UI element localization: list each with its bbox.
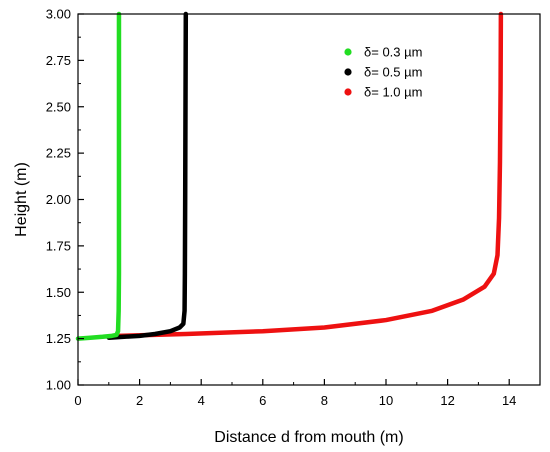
y-tick-label: 2.00: [46, 192, 71, 207]
y-tick-label: 1.75: [46, 238, 71, 253]
x-tick-label: 14: [502, 393, 516, 408]
legend-label-1: δ= 0.5 µm: [364, 65, 422, 80]
x-tick-label: 2: [136, 393, 143, 408]
y-axis: 1.00 1.25 1.50 1.75 2.00 2.25 2.50 2.75 3.00: [46, 7, 84, 393]
series-line-2: [115, 11, 504, 339]
y-axis-label: Height (m): [13, 162, 30, 237]
x-tick-label: 10: [379, 393, 393, 408]
y-tick-label: 2.25: [46, 146, 71, 161]
series-layer: [75, 11, 504, 341]
x-tick-label: 12: [440, 393, 454, 408]
x-tick-label: 8: [321, 393, 328, 408]
x-tick-label: 0: [74, 393, 81, 408]
series-line-0: [75, 11, 122, 341]
x-axis: 0 2 4 6 8 10 12 14: [74, 379, 516, 408]
x-axis-label: Distance d from mouth (m): [214, 429, 403, 446]
y-tick-label: 3.00: [46, 7, 71, 22]
legend-marker-1: [344, 68, 352, 76]
legend: δ= 0.3 µm δ= 0.5 µm δ= 1.0 µm: [344, 45, 422, 100]
plot-background: [78, 14, 540, 385]
legend-marker-0: [344, 48, 352, 56]
y-tick-label: 1.25: [46, 331, 71, 346]
legend-marker-2: [344, 88, 352, 96]
legend-label-2: δ= 1.0 µm: [364, 85, 422, 100]
y-tick-label: 1.00: [46, 378, 71, 393]
y-tick-label: 2.75: [46, 53, 71, 68]
series-line-1: [106, 11, 189, 340]
x-tick-label: 6: [259, 393, 266, 408]
legend-label-0: δ= 0.3 µm: [364, 45, 422, 60]
x-tick-label: 4: [198, 393, 205, 408]
y-tick-label: 2.50: [46, 99, 71, 114]
y-tick-label: 1.50: [46, 285, 71, 300]
